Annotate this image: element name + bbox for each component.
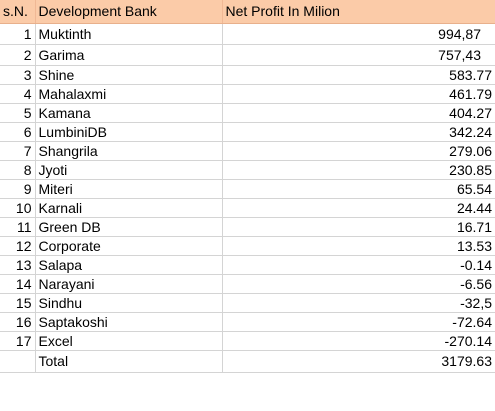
table-row: 10 Karnali 24.44: [0, 198, 495, 218]
table-row: 13 Salapa -0.14: [0, 255, 495, 275]
row-bank-name: Jyoti: [35, 160, 223, 180]
row-profit-value: -270.14: [222, 331, 495, 351]
row-sn: 6: [0, 122, 36, 142]
table-row: 11 Green DB 16.71: [0, 217, 495, 237]
column-header-profit: Net Profit In Milion: [222, 0, 495, 24]
row-sn: 10: [0, 198, 36, 218]
row-profit-value: 13.53: [222, 236, 495, 256]
row-sn: 13: [0, 255, 36, 275]
row-profit-value: 461.79: [222, 84, 495, 104]
table-row: 16 Saptakoshi -72.64: [0, 312, 495, 332]
header-row: s.N. Development Bank Net Profit In Mili…: [0, 0, 495, 24]
row-sn: 11: [0, 217, 36, 237]
row-sn: 4: [0, 84, 36, 104]
row-bank-name: Saptakoshi: [35, 312, 223, 332]
row-bank-name: Green DB: [35, 217, 223, 237]
row-bank-name: Narayani: [35, 274, 223, 294]
table-row: 7 Shangrila 279.06: [0, 141, 495, 161]
row-sn: 16: [0, 312, 36, 332]
row-profit-value: 757,43: [222, 44, 495, 66]
row-profit-value: 404.27: [222, 103, 495, 123]
total-label: Total: [35, 350, 223, 373]
table-row: 17 Excel -270.14: [0, 331, 495, 351]
row-sn: 3: [0, 65, 36, 85]
table-row: 1 Muktinth 994,87: [0, 23, 495, 45]
table-row: 4 Mahalaxmi 461.79: [0, 84, 495, 104]
row-profit-value: -32,5: [222, 293, 495, 313]
row-profit-value: 230.85: [222, 160, 495, 180]
table-row: 5 Kamana 404.27: [0, 103, 495, 123]
row-bank-name: Kamana: [35, 103, 223, 123]
table-row: 9 Miteri 65.54: [0, 179, 495, 199]
row-bank-name: Excel: [35, 331, 223, 351]
row-sn: 12: [0, 236, 36, 256]
table-row: 8 Jyoti 230.85: [0, 160, 495, 180]
table-row: 6 LumbiniDB 342.24: [0, 122, 495, 142]
table-row: 14 Narayani -6.56: [0, 274, 495, 294]
row-bank-name: Sindhu: [35, 293, 223, 313]
table-row: 3 Shine 583.77: [0, 65, 495, 85]
row-profit-value: -0.14: [222, 255, 495, 275]
row-profit-value: 24.44: [222, 198, 495, 218]
total-row: Total 3179.63: [0, 350, 495, 373]
row-bank-name: LumbiniDB: [35, 122, 223, 142]
row-sn: 17: [0, 331, 36, 351]
row-bank-name: Salapa: [35, 255, 223, 275]
row-bank-name: Mahalaxmi: [35, 84, 223, 104]
row-profit-value: 65.54: [222, 179, 495, 199]
row-bank-name: Miteri: [35, 179, 223, 199]
row-sn: 7: [0, 141, 36, 161]
row-sn: 9: [0, 179, 36, 199]
row-profit-value: 583.77: [222, 65, 495, 85]
row-profit-value: 279.06: [222, 141, 495, 161]
row-sn: 8: [0, 160, 36, 180]
table-row: 2 Garima 757,43: [0, 44, 495, 66]
row-bank-name: Garima: [35, 44, 223, 66]
row-sn: 1: [0, 23, 36, 45]
table-row: 12 Corporate 13.53: [0, 236, 495, 256]
row-bank-name: Karnali: [35, 198, 223, 218]
total-value: 3179.63: [222, 350, 495, 373]
column-header-bank: Development Bank: [35, 0, 223, 24]
total-sn: [0, 350, 36, 373]
row-profit-value: 16.71: [222, 217, 495, 237]
row-sn: 15: [0, 293, 36, 313]
row-profit-value: 994,87: [222, 23, 495, 45]
row-bank-name: Shangrila: [35, 141, 223, 161]
row-sn: 14: [0, 274, 36, 294]
row-profit-value: 342.24: [222, 122, 495, 142]
column-header-sn: s.N.: [0, 0, 36, 24]
row-bank-name: Muktinth: [35, 23, 223, 45]
row-sn: 2: [0, 44, 36, 66]
table-row: 15 Sindhu -32,5: [0, 293, 495, 313]
row-bank-name: Corporate: [35, 236, 223, 256]
row-profit-value: -72.64: [222, 312, 495, 332]
row-sn: 5: [0, 103, 36, 123]
row-bank-name: Shine: [35, 65, 223, 85]
profit-table: s.N. Development Bank Net Profit In Mili…: [0, 0, 495, 373]
row-profit-value: -6.56: [222, 274, 495, 294]
